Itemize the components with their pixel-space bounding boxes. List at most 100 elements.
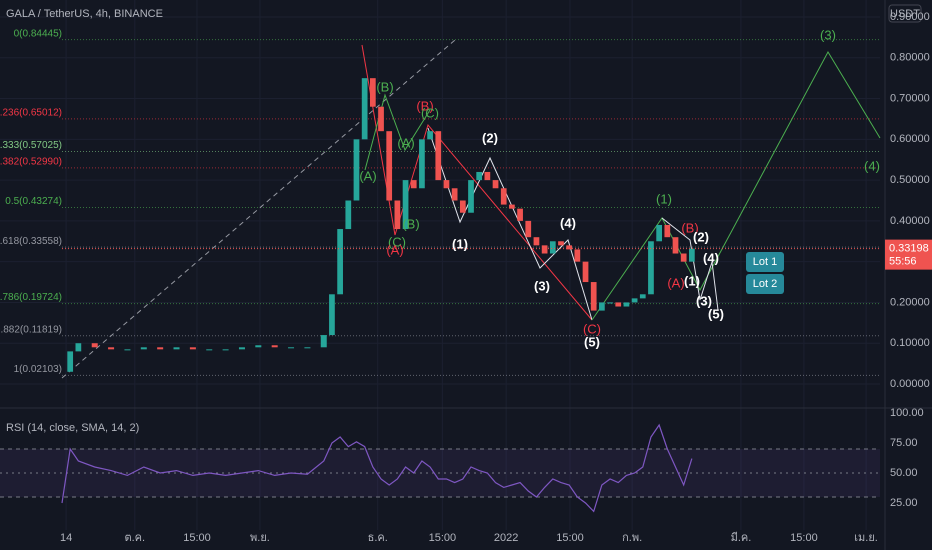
fib-label: 0(0.84445) — [14, 28, 62, 39]
candle — [108, 347, 115, 350]
candle — [329, 294, 335, 336]
fib-label: 0.333(0.57025) — [0, 140, 62, 151]
lot-box — [746, 274, 784, 294]
y-tick-label: 0.10000 — [890, 337, 930, 349]
y-tick-label: 0.80000 — [890, 52, 930, 64]
candle — [361, 78, 368, 140]
candle — [607, 302, 613, 304]
candle — [67, 351, 74, 372]
candle — [91, 343, 98, 348]
wave-line — [591, 50, 881, 321]
drawings — [61, 39, 881, 379]
candle — [476, 171, 483, 181]
x-tick-label: ธ.ค. — [368, 532, 388, 544]
rsi-title: RSI (14, close, SMA, 14, 2) — [6, 422, 139, 434]
fib-label: 0.786(0.19724) — [0, 292, 62, 303]
candle — [615, 302, 622, 307]
wave-label: (C) — [421, 105, 439, 120]
candle — [590, 282, 597, 311]
y-tick-label: 25.00 — [890, 497, 918, 509]
candle — [558, 241, 564, 246]
candle — [459, 200, 466, 213]
wave-label: (B) — [416, 98, 433, 113]
candle — [402, 180, 409, 230]
candle — [75, 343, 82, 352]
wave-label: (C) — [388, 234, 406, 249]
wave-label: (C) — [583, 321, 601, 336]
countdown: 55:56 — [889, 256, 917, 268]
candle — [386, 131, 393, 201]
wave-line — [427, 127, 593, 321]
unit-box — [888, 4, 922, 23]
candle — [394, 200, 401, 230]
candle — [680, 253, 687, 262]
candle — [222, 349, 229, 351]
candle — [492, 180, 499, 189]
candle — [574, 249, 581, 262]
y-tick-label: 100.00 — [890, 407, 924, 419]
y-tick-label: 0.00000 — [890, 378, 930, 390]
fib-label: 0.382(0.52990) — [0, 157, 62, 168]
candle — [353, 139, 360, 201]
x-tick-label: 2022 — [494, 532, 518, 544]
candle — [157, 347, 164, 350]
wave-label: (1) — [656, 191, 672, 206]
wave-line — [364, 93, 431, 171]
candle — [509, 204, 515, 209]
y-tick-label: 75.00 — [890, 437, 918, 449]
rsi-line — [61, 423, 693, 513]
wave-label: (2) — [482, 130, 498, 145]
fib-label: 0.618(0.33558) — [0, 236, 62, 247]
candle — [345, 200, 352, 230]
candle — [206, 349, 213, 351]
candle — [443, 180, 450, 189]
candle — [484, 171, 491, 181]
candle — [582, 261, 589, 283]
x-tick-label: ก.พ. — [622, 532, 642, 544]
candle — [419, 139, 425, 189]
wave-label: (A) — [386, 242, 403, 257]
wave-label: (A) — [667, 275, 684, 290]
candle — [410, 180, 417, 189]
candle — [541, 245, 548, 254]
plot — [61, 78, 695, 513]
unit-label: USDT — [890, 8, 920, 20]
y-tick-label: 0.60000 — [890, 133, 930, 145]
candle — [623, 302, 630, 307]
candle — [304, 347, 311, 349]
wave-label: (4) — [864, 158, 880, 173]
candle — [173, 347, 180, 350]
fib-label: 0.236(0.65012) — [0, 108, 62, 119]
y-tick-label: 0.20000 — [890, 296, 930, 308]
y-tick-label: 0.50000 — [890, 174, 930, 186]
x-tick-label: มี.ค. — [731, 531, 752, 544]
candle — [238, 347, 245, 350]
candle — [648, 241, 654, 295]
candle — [189, 347, 196, 350]
wave-label: (5) — [584, 334, 600, 349]
lot-label: Lot 1 — [753, 256, 777, 268]
candle — [288, 347, 295, 349]
candle — [337, 229, 343, 295]
y-tick-label: 0.40000 — [890, 215, 930, 227]
y-tick-label: 0.70000 — [890, 92, 930, 104]
candle — [525, 220, 532, 238]
x-tick-label: 14 — [60, 532, 72, 544]
candle — [517, 208, 523, 221]
price-label: 0.33198 — [889, 243, 929, 255]
wave-label: (B) — [402, 216, 419, 231]
candle — [255, 345, 262, 348]
x-tick-label: พ.ย. — [250, 532, 270, 544]
x-tick-label: 15:00 — [790, 532, 818, 544]
wave-label: (B) — [681, 220, 698, 235]
fib-label: 0.5(0.43274) — [5, 196, 62, 207]
grid — [0, 0, 880, 530]
candle — [599, 302, 605, 311]
candle — [435, 131, 442, 181]
candle — [688, 248, 695, 262]
candle — [271, 345, 278, 348]
candle — [639, 294, 646, 299]
wave-label: (1) — [452, 236, 468, 251]
lot-label: Lot 2 — [753, 278, 777, 290]
